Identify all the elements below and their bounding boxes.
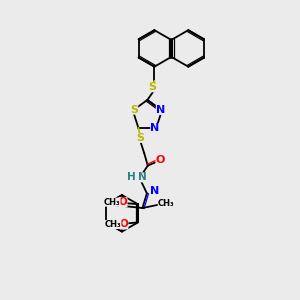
Text: CH₃: CH₃ [104,198,121,207]
Text: O: O [155,155,165,165]
Text: N: N [137,172,146,182]
Text: N: N [156,105,165,115]
Text: CH₃: CH₃ [105,220,122,229]
Text: S: S [130,105,138,115]
Text: H: H [127,172,136,182]
Text: N: N [150,186,159,196]
Text: S: S [137,133,145,143]
Text: S: S [149,82,157,92]
Text: N: N [150,123,160,133]
Text: O: O [119,197,128,207]
Text: O: O [120,220,128,230]
Text: CH₃: CH₃ [158,200,174,208]
